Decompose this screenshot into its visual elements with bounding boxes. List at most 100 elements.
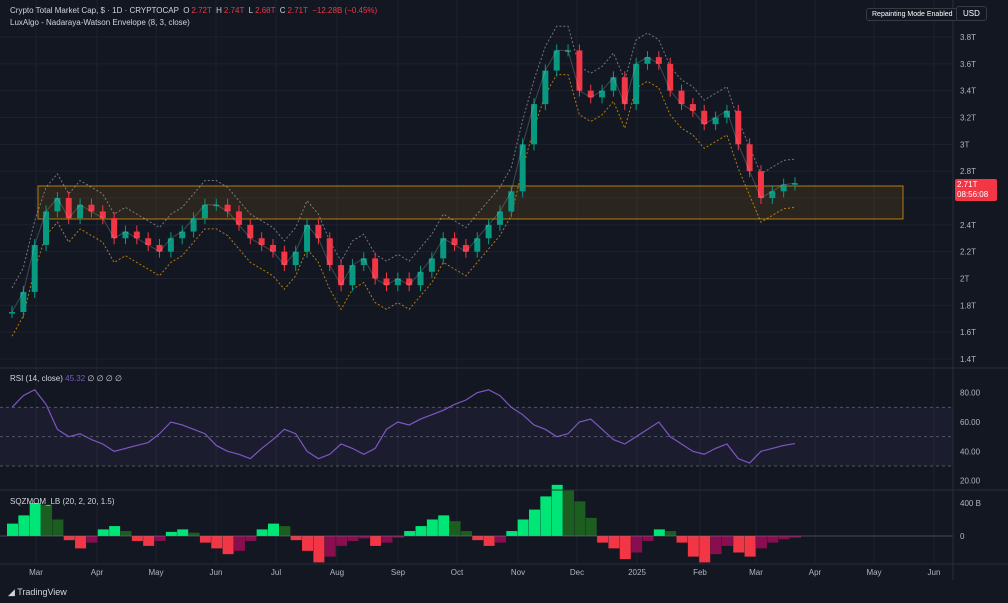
sqz-bar <box>177 529 189 536</box>
y-tick-label: 3.6T <box>960 60 976 69</box>
price-tag: 2.71T 08:56:08 <box>955 179 997 201</box>
tradingview-logo[interactable]: ◢ TradingView <box>8 587 67 598</box>
candle-body <box>270 244 276 252</box>
x-tick-label: May <box>866 568 881 577</box>
sqz-bar <box>733 536 745 553</box>
candle-body <box>133 231 140 239</box>
sqz-bar <box>665 531 677 536</box>
rsi-tick-label: 80.00 <box>960 389 981 398</box>
y-tick-label: 2.8T <box>960 167 976 176</box>
symbol-title[interactable]: Crypto Total Market Cap, $ · 1D · CRYPTO… <box>10 6 179 15</box>
candle-body <box>701 110 708 125</box>
sqz-bar <box>75 536 87 549</box>
sqz-legend[interactable]: SQZMOM_LB (20, 2, 20, 1.5) <box>10 497 115 506</box>
x-tick-label: Jun <box>928 568 941 577</box>
candle-body <box>451 238 458 245</box>
sqz-bar <box>18 515 30 536</box>
candle-body <box>145 238 152 245</box>
sqz-bar <box>392 536 404 538</box>
tradingview-icon: ◢ <box>8 587 18 597</box>
sqz-bar <box>165 531 177 536</box>
candle-body <box>689 104 696 111</box>
sqz-bar <box>188 532 200 536</box>
sqz-bar <box>574 501 586 536</box>
candle-body <box>54 198 61 212</box>
sqz-bar <box>494 536 506 543</box>
rsi-legend[interactable]: RSI (14, close) 45.32 ∅ ∅ ∅ ∅ <box>10 374 122 383</box>
candle-body <box>621 77 628 105</box>
envelope-upper <box>11 25 796 289</box>
sqz-bar <box>449 521 461 536</box>
candle-body <box>746 144 753 172</box>
sqz-bar <box>233 536 245 551</box>
x-tick-label: Dec <box>570 568 584 577</box>
candle-body <box>372 258 379 279</box>
sqz-bar <box>744 536 756 557</box>
sqz-bar <box>7 523 18 536</box>
candle-body <box>383 278 390 286</box>
sqz-bar <box>790 536 801 538</box>
sqz-bar <box>563 489 575 536</box>
chart-header: Crypto Total Market Cap, $ · 1D · CRYPTO… <box>10 6 379 15</box>
price-series <box>9 44 798 319</box>
sqz-bar <box>381 536 393 543</box>
sqz-bar <box>778 536 790 540</box>
price-line <box>11 49 796 313</box>
tradingview-brand: TradingView <box>17 587 67 597</box>
sqz-bar <box>460 531 472 536</box>
candle-body <box>77 204 84 219</box>
sqz-bar <box>358 536 370 539</box>
candle-body <box>213 204 220 207</box>
candle-body <box>712 117 719 125</box>
candle-body <box>769 191 776 198</box>
sqz-bar <box>86 536 98 543</box>
price-tag-value: 2.71T <box>957 180 978 189</box>
sqz-bar <box>336 536 348 546</box>
candle-body <box>780 184 787 192</box>
envelope-lower <box>11 74 796 337</box>
candle-body <box>65 198 72 219</box>
sqz-bar <box>279 526 291 536</box>
sqz-bar <box>41 504 53 536</box>
sqz-bar <box>131 536 143 541</box>
indicator-label[interactable]: LuxAlgo - Nadaraya-Watson Envelope (8, 3… <box>10 18 190 27</box>
candle-body <box>88 204 95 212</box>
close-label: C <box>279 6 286 15</box>
sqz-bar <box>245 536 257 541</box>
open-label: O <box>183 6 190 15</box>
candle-body <box>349 265 356 286</box>
sqz-bar <box>755 536 767 549</box>
high-label: H <box>216 6 222 15</box>
price-tag-countdown: 08:56:08 <box>957 190 989 199</box>
candle-body <box>292 251 299 266</box>
currency-button[interactable]: USD <box>956 6 987 21</box>
candle-body <box>258 238 265 245</box>
candle-body <box>610 77 617 91</box>
candle-body <box>111 218 118 239</box>
candle-body <box>31 244 38 292</box>
sqz-bar <box>608 536 620 549</box>
sqz-bar <box>63 536 75 541</box>
candle-body <box>99 211 106 219</box>
rsi-label: RSI (14, close) <box>10 374 63 383</box>
low-label: L <box>248 6 254 15</box>
sqz-bar <box>211 536 223 549</box>
candle-body <box>553 50 560 71</box>
rsi-tick-label: 60.00 <box>960 418 981 427</box>
x-tick-label: Aug <box>330 568 344 577</box>
repaint-badge[interactable]: Repainting Mode Enabled <box>866 8 959 21</box>
candle-body <box>167 238 174 252</box>
low-value: 2.68T <box>255 6 276 15</box>
candle-body <box>667 63 674 91</box>
sqz-bar <box>551 484 563 536</box>
sqz-bar <box>120 531 132 536</box>
x-tick-label: 2025 <box>628 568 646 577</box>
candle-body <box>792 183 798 185</box>
sqz-bar <box>676 536 688 543</box>
sqz-bar <box>506 531 518 536</box>
candle-body <box>315 224 322 239</box>
y-tick-label: 2.2T <box>960 248 976 257</box>
y-tick-label: 2.4T <box>960 221 976 230</box>
sqz-bar <box>268 523 279 536</box>
